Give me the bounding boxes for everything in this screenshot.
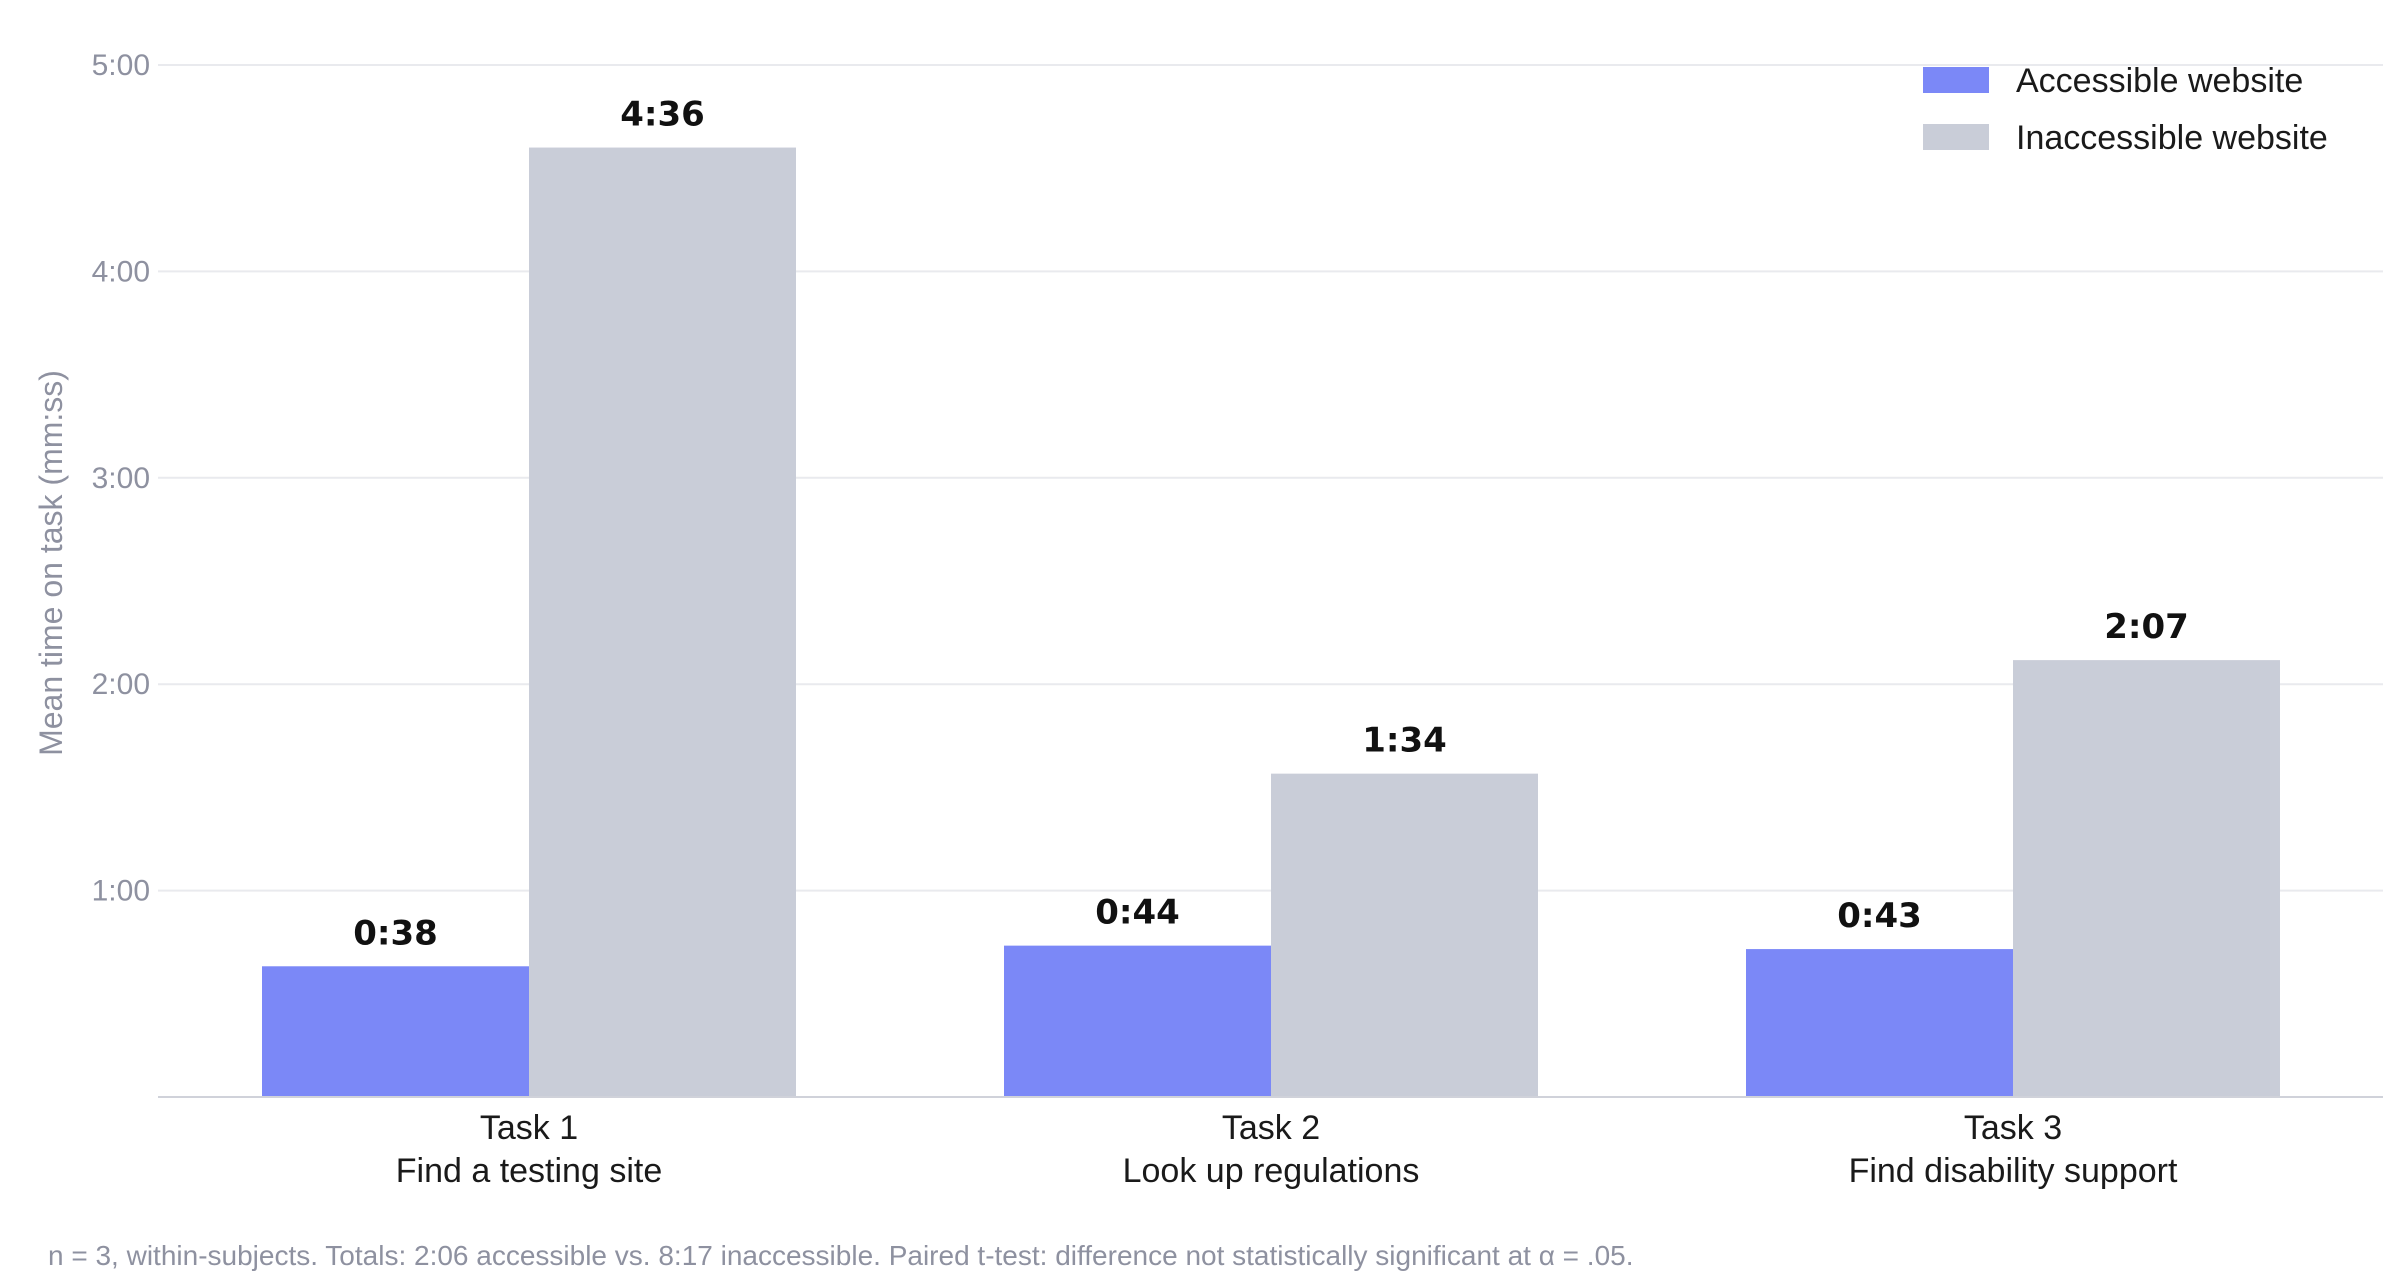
bar-inaccessible-3 xyxy=(2013,660,2280,1097)
data-labels: 0:38 0:44 0:43 4:36 1:34 2:07 xyxy=(353,95,2189,954)
footnote: n = 3, within-subjects. Totals: 2:06 acc… xyxy=(48,1240,1634,1271)
data-label: 4:36 xyxy=(620,95,705,135)
legend-label: Inaccessible website xyxy=(2016,119,2328,157)
x-category-sublabel: Find disability support xyxy=(1849,1152,2178,1190)
legend-swatch xyxy=(1923,124,1989,150)
y-axis-label: Mean time on task (mm:ss) xyxy=(33,370,69,756)
x-category-sublabel: Find a testing site xyxy=(396,1152,662,1190)
data-label: 2:07 xyxy=(2104,607,2189,647)
y-tick-label: 4:00 xyxy=(92,255,150,288)
bar-inaccessible-2 xyxy=(1271,773,1538,1097)
data-label: 0:44 xyxy=(1095,893,1180,933)
bar-accessible-1 xyxy=(262,966,529,1097)
bar-accessible-2 xyxy=(1004,945,1271,1097)
y-axis-ticks: 1:00 2:00 3:00 4:00 5:00 xyxy=(92,49,150,908)
x-category-sublabel: Look up regulations xyxy=(1123,1152,1420,1190)
data-label: 0:38 xyxy=(353,913,438,953)
y-tick-label: 3:00 xyxy=(92,462,150,495)
y-tick-label: 1:00 xyxy=(92,875,150,908)
legend: Accessible website Inaccessible website xyxy=(1923,62,2328,157)
x-category-label: Task 3 xyxy=(1964,1109,2062,1147)
legend-swatch xyxy=(1923,67,1989,93)
data-label: 0:43 xyxy=(1837,896,1922,936)
y-tick-label: 5:00 xyxy=(92,49,150,82)
x-category-label: Task 2 xyxy=(1222,1109,1320,1147)
x-category-label: Task 1 xyxy=(480,1109,578,1147)
bar-inaccessible-1 xyxy=(529,147,796,1097)
gridlines xyxy=(158,64,2383,892)
y-tick-label: 2:00 xyxy=(92,668,150,701)
bar-accessible-3 xyxy=(1746,949,2013,1097)
legend-label: Accessible website xyxy=(2016,62,2303,100)
x-axis-categories: Task 1 Find a testing site Task 2 Look up r… xyxy=(396,1109,2178,1190)
data-label: 1:34 xyxy=(1362,721,1447,761)
bars xyxy=(262,147,2280,1097)
